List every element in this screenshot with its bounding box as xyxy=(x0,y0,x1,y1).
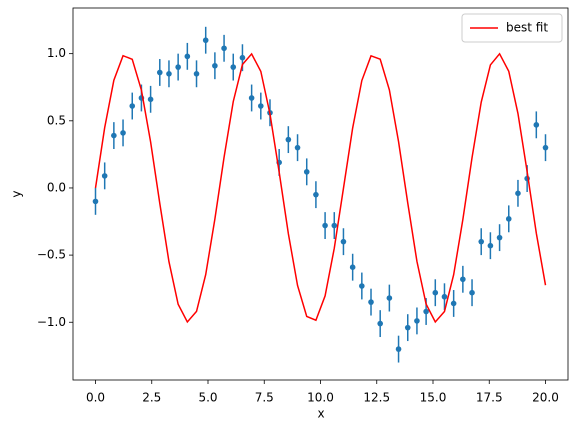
data-point xyxy=(349,264,356,270)
data-point xyxy=(460,276,466,283)
data-point xyxy=(496,234,503,241)
data-point xyxy=(202,37,209,44)
data-point xyxy=(184,53,191,60)
data-point xyxy=(111,132,117,139)
data-point xyxy=(239,54,246,61)
x-axis-label: x xyxy=(317,407,324,421)
data-point xyxy=(404,324,411,331)
data-point xyxy=(331,222,338,229)
data-point xyxy=(395,346,402,352)
data-point xyxy=(221,45,227,52)
data-point xyxy=(156,69,163,76)
data-point xyxy=(533,122,540,128)
axes-frame xyxy=(72,7,569,381)
data-point xyxy=(129,103,136,109)
data-point xyxy=(469,289,475,296)
data-point xyxy=(432,289,439,296)
data-point xyxy=(230,64,237,70)
data-point xyxy=(294,144,301,151)
data-point xyxy=(313,191,319,198)
data-point xyxy=(515,190,521,197)
data-point xyxy=(248,95,255,101)
y-tick-label: −0.5 xyxy=(37,248,66,262)
data-point xyxy=(120,130,126,136)
data-point xyxy=(175,64,181,70)
data-point xyxy=(92,198,99,205)
data-point xyxy=(193,71,200,77)
y-axis-label: y xyxy=(10,190,24,197)
data-point xyxy=(285,136,292,143)
x-tick-label: 17.5 xyxy=(476,391,503,405)
data-point xyxy=(303,169,310,175)
data-point xyxy=(505,216,512,222)
x-tick-label: 15.0 xyxy=(420,391,447,405)
data-point xyxy=(258,103,264,109)
data-point xyxy=(101,173,108,179)
data-point xyxy=(478,238,485,245)
y-tick-label: 0.0 xyxy=(47,180,66,194)
y-tick-label: 0.5 xyxy=(47,113,66,127)
data-point xyxy=(450,300,457,307)
data-point xyxy=(487,242,494,249)
data-point xyxy=(147,96,154,103)
y-tick-label: −1.0 xyxy=(37,315,66,329)
data-point xyxy=(368,299,374,305)
x-tick-label: 5.0 xyxy=(198,391,217,405)
legend-label: best fit xyxy=(506,21,548,35)
data-point xyxy=(359,283,365,289)
legend-box xyxy=(461,13,563,43)
data-point xyxy=(166,71,172,77)
data-point xyxy=(377,320,383,327)
y-tick-label: 1.0 xyxy=(47,46,66,60)
fit-line xyxy=(94,52,547,324)
data-point xyxy=(340,238,347,245)
x-tick-label: 2.5 xyxy=(142,391,161,405)
data-point xyxy=(386,295,393,301)
x-tick-label: 10.0 xyxy=(307,391,334,405)
data-point xyxy=(212,62,218,69)
x-tick-label: 7.5 xyxy=(255,391,274,405)
x-tick-label: 12.5 xyxy=(363,391,390,405)
data-point xyxy=(423,308,429,315)
legend: best fit xyxy=(461,13,563,43)
data-point xyxy=(414,318,420,324)
data-point xyxy=(322,222,328,229)
data-point xyxy=(542,144,549,151)
data-point xyxy=(441,293,448,300)
x-tick-label: 20.0 xyxy=(532,391,559,405)
x-tick-label: 0.0 xyxy=(86,391,105,405)
